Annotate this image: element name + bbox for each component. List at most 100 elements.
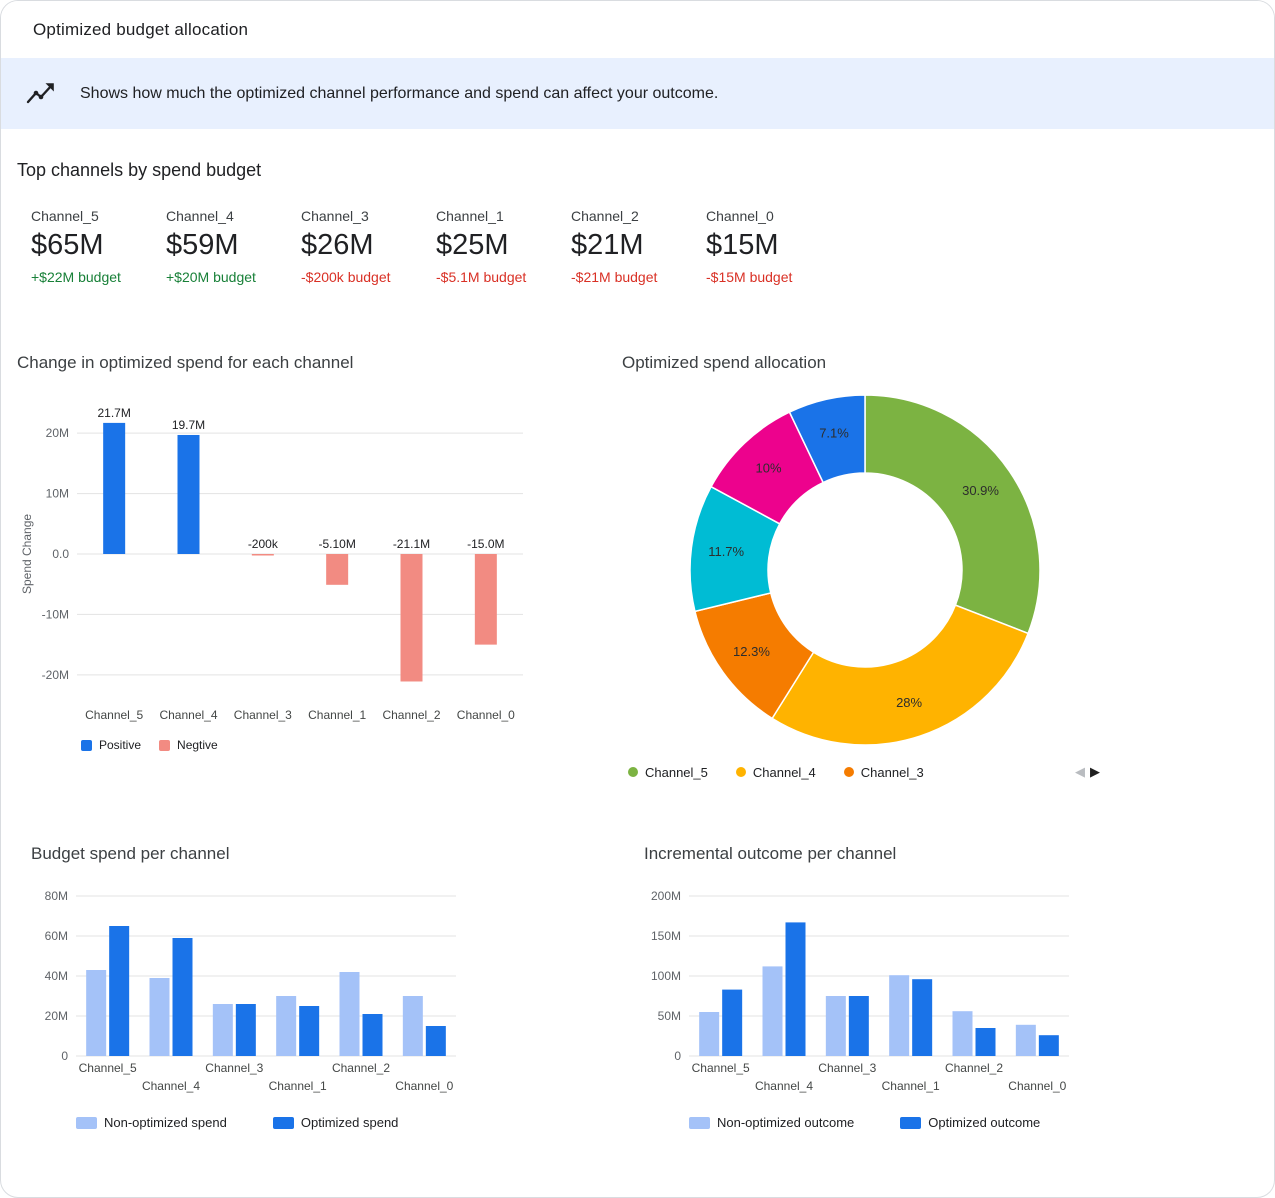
legend-swatch [76,1116,97,1129]
chart-text: 7.1% [819,425,849,440]
budget-spend-chart-title: Budget spend per channel [31,844,230,863]
info-banner: Shows how much the optimized channel per… [1,58,1274,129]
channel-card-budget-delta: -$200k budget [301,269,391,285]
legend-item-optimized-outcome[interactable]: Optimized outcome [900,1115,1040,1130]
chart-text: -200k [248,537,279,551]
chart-text: 60M [45,929,68,943]
chart-text: 200M [651,889,681,903]
legend-swatch [735,767,746,777]
legend-label: Optimized outcome [928,1115,1041,1130]
budget-spend-legend: Non-optimized spend Optimized spend [31,1115,481,1130]
incremental-outcome-chart-title: Incremental outcome per channel [644,844,897,863]
chart-text: 0 [674,1049,681,1063]
spend-allocation-chart-section: Optimized spend allocation 30.9% 28% 12.3%… [622,353,1102,780]
bar-non-optimized-spend-channel-3 [212,1004,233,1056]
donut-slice-channel-4 [771,604,1030,746]
legend-swatch [159,739,171,751]
top-channels-heading: Top channels by spend budget [17,160,262,180]
spend-change-chart-section: Change in optimized spend for each chann… [17,353,557,752]
chart-text: 40M [45,969,68,983]
chart-text: 150M [651,929,681,943]
spend-allocation-donut-chart: 30.9% 28% 12.3% 11.7% 10% 7.1% [689,394,1041,746]
bar-non-optimized-spend-channel-2 [339,972,360,1056]
legend-label: Non-optimized spend [104,1115,227,1130]
legend-swatch [689,1116,710,1129]
legend-item-non-optimized-spend[interactable]: Non-optimized spend [76,1115,227,1130]
chart-text: -5.10M [318,537,355,551]
legend-item-positive[interactable]: Positive [81,738,141,752]
bar-non-optimized-outcome-channel-2 [952,1011,973,1056]
spend-change-chart-title: Change in optimized spend for each chann… [17,353,354,372]
spend-change-chart: 20M 10M 0.0 -10M -20M Spend Change 21.7M 19.7M -… [20,406,523,722]
channel-card-name: Channel_5 [31,208,99,224]
bar-optimized-spend-channel-1 [299,1006,320,1056]
bar-non-optimized-outcome-channel-5 [699,1012,720,1056]
legend-item-negtive[interactable]: Negtive [159,738,218,752]
chart-text: -21.1M [393,537,430,551]
donut-slice-channel-0 [788,394,866,484]
chart-text: 30.9% [962,483,999,498]
chart-text: 19.7M [172,418,205,432]
chart-text: Channel_3 [818,1061,876,1075]
chart-text: Channel_2 [382,708,440,722]
legend-label: Channel_4 [752,764,816,780]
bar-non-optimized-outcome-channel-1 [889,975,910,1056]
bar-channel-3 [251,554,274,556]
legend-swatch [900,1116,922,1129]
chart-text: 0.0 [52,547,69,561]
bar-optimized-outcome-channel-1 [912,979,933,1056]
chart-text: -15.0M [467,537,504,551]
legend-item-channel-3[interactable]: Channel_3 [843,765,924,780]
channel-card-budget-delta: +$20M budget [166,269,256,285]
legend-next-button[interactable]: ▶ [1090,764,1100,779]
chart-text: Channel_4 [142,1079,200,1093]
bar-optimized-spend-channel-0 [425,1026,446,1056]
legend-pager: ◀ ▶ [1075,764,1100,780]
chart-text: -20M [42,668,69,682]
bar-channel-2 [400,554,423,682]
chart-text: 28% [896,695,922,710]
bar-optimized-spend-channel-4 [172,938,193,1056]
channel-card-budget-delta: -$15M budget [706,269,793,285]
bar-non-optimized-outcome-channel-3 [825,996,846,1056]
donut-legend-row: Channel_5 Channel_4 Channel_3 ◀ ▶ [622,764,1102,780]
bar-channel-4 [177,434,200,554]
legend-item-non-optimized-outcome[interactable]: Non-optimized outcome [689,1115,854,1130]
chart-text: Channel_2 [332,1061,390,1075]
bar-channel-5 [103,422,126,554]
chart-text: Channel_3 [234,708,292,722]
chart-text: Channel_5 [79,1061,137,1075]
donut-slice-channel-5 [864,394,1041,635]
top-channels-cards: Channel_5 $65M +$22M budget Channel_4 $59M +$… [31,208,841,285]
bar-non-optimized-outcome-channel-0 [1015,1024,1036,1056]
channel-card-channel-2: Channel_2 $21M -$21M budget [571,208,706,285]
channel-card-name: Channel_1 [436,208,504,224]
chart-text: Channel_0 [1008,1079,1066,1093]
bar-optimized-outcome-channel-0 [1038,1035,1059,1056]
bar-non-optimized-spend-channel-4 [149,978,170,1056]
channel-card-name: Channel_3 [301,208,369,224]
chart-text: 12.3% [733,644,770,659]
legend-prev-button[interactable]: ◀ [1075,764,1085,779]
insights-icon [26,81,56,107]
channel-card-value: $21M [571,229,644,261]
channel-card-name: Channel_4 [166,208,234,224]
bar-non-optimized-spend-channel-1 [276,996,297,1056]
legend-item-channel-5[interactable]: Channel_5 [628,765,708,780]
channel-card-budget-delta: -$21M budget [571,269,658,285]
channel-card-channel-1: Channel_1 $25M -$5.1M budget [436,208,571,285]
legend-swatch [843,767,854,777]
y-axis-label: Spend Change [20,514,34,594]
chart-text: Channel_5 [692,1061,750,1075]
banner-text: Shows how much the optimized channel per… [80,84,719,102]
chart-text: 100M [651,969,681,983]
chart-text: 50M [658,1009,681,1023]
chart-text: 11.7% [708,544,744,559]
incremental-outcome-chart-section: Incremental outcome per channel 0 50M 100M… [644,844,1094,1130]
chart-text: Channel_0 [457,708,515,722]
legend-swatch [81,739,92,751]
legend-item-channel-4[interactable]: Channel_4 [735,764,816,780]
legend-item-optimized-spend[interactable]: Optimized spend [272,1115,398,1130]
bar-non-optimized-outcome-channel-4 [762,966,783,1056]
chart-text: Channel_1 [308,708,366,722]
